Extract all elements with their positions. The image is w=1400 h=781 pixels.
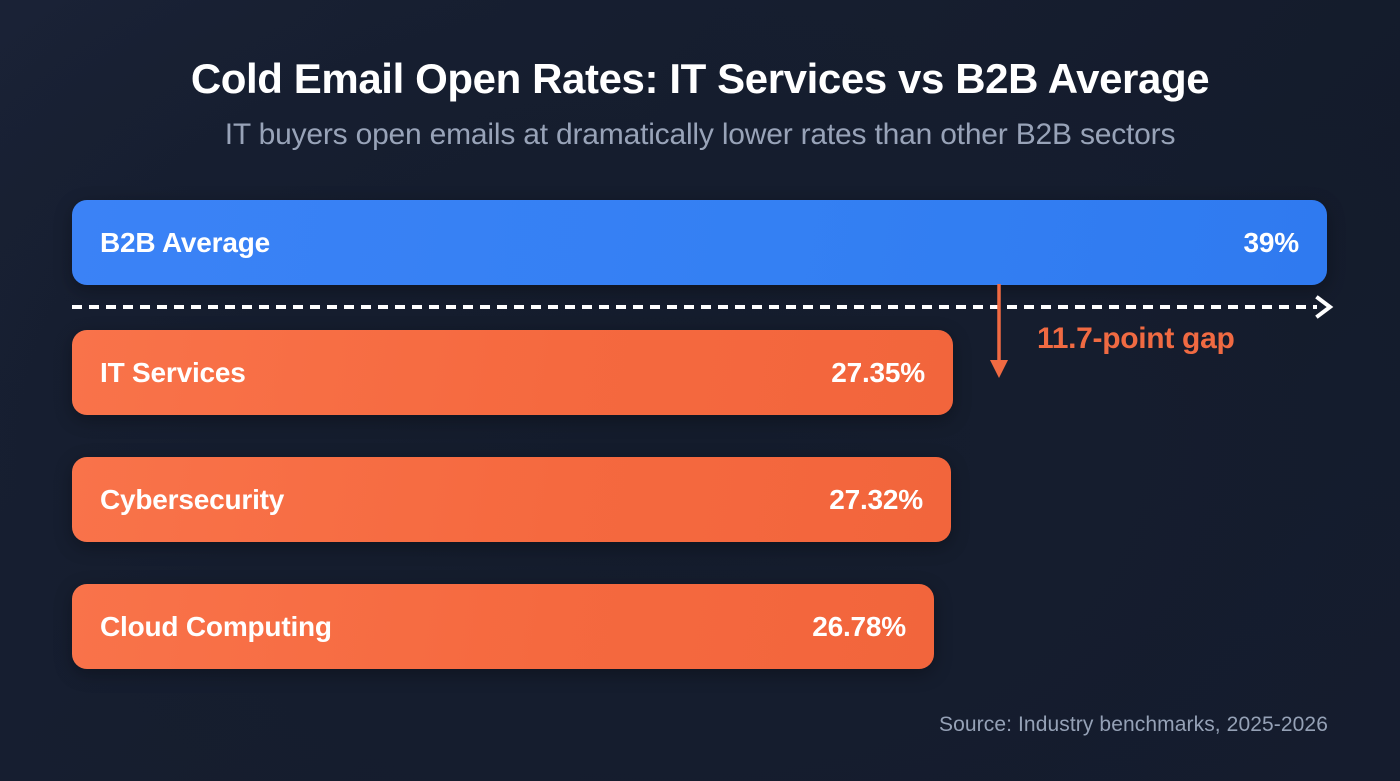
reference-line-arrow-icon — [1315, 295, 1334, 319]
bar-value: 27.35% — [831, 356, 925, 388]
chart-header: Cold Email Open Rates: IT Services vs B2… — [0, 0, 1400, 150]
gap-annotation-label: 11.7-point gap — [1037, 322, 1235, 355]
bar-value: 39% — [1243, 226, 1300, 258]
bar-value: 26.78% — [812, 610, 906, 642]
gap-down-arrow-icon — [990, 284, 1008, 378]
bar-label: IT Services — [100, 356, 246, 388]
bar-label: B2B Average — [100, 226, 271, 258]
page-subtitle: IT buyers open emails at dramatically lo… — [224, 118, 1176, 151]
bar-label: Cybersecurity — [100, 483, 285, 515]
bar-label: Cloud Computing — [100, 610, 332, 642]
page-title: Cold Email Open Rates: IT Services vs B2… — [190, 55, 1210, 102]
reference-line — [72, 305, 1317, 309]
source-note: Source: Industry benchmarks, 2025-2026 — [938, 713, 1328, 736]
bar-value: 27.32% — [829, 483, 923, 515]
bar-row[interactable]: Cybersecurity 27.32% — [72, 457, 951, 542]
bar-row[interactable]: IT Services 27.35% — [72, 330, 953, 415]
bar-row[interactable]: Cloud Computing 26.78% — [72, 584, 934, 669]
bar-row[interactable]: B2B Average 39% — [72, 200, 1327, 285]
